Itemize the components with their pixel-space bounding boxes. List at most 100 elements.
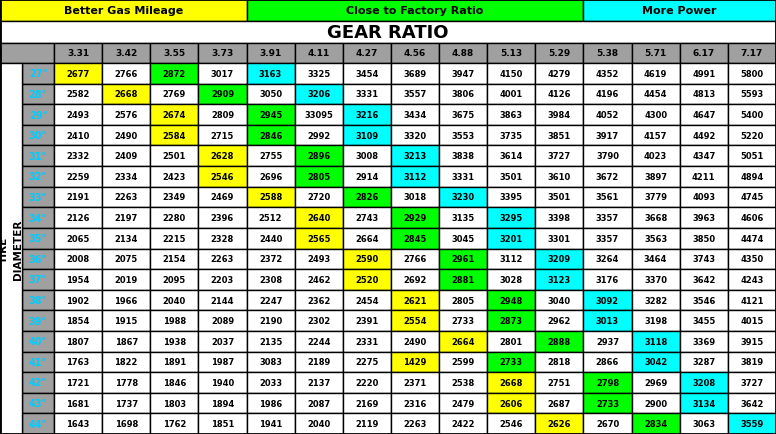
Bar	[151, 249, 199, 270]
Text: 3642: 3642	[692, 275, 715, 284]
Text: 2371: 2371	[404, 378, 427, 387]
Bar	[102, 228, 151, 249]
Text: 2259: 2259	[67, 172, 90, 181]
Bar	[728, 208, 776, 228]
Bar	[487, 270, 535, 290]
Bar	[487, 64, 535, 85]
Bar	[54, 249, 102, 270]
Text: 3201: 3201	[500, 234, 523, 243]
Bar	[22, 208, 54, 228]
Bar	[632, 270, 680, 290]
Text: 1854: 1854	[67, 316, 90, 326]
Bar	[343, 311, 391, 331]
Bar	[728, 187, 776, 208]
Text: 2190: 2190	[259, 316, 282, 326]
Text: 2203: 2203	[211, 275, 234, 284]
Text: 2733: 2733	[596, 399, 619, 408]
Text: 3213: 3213	[404, 152, 427, 161]
Bar	[199, 290, 247, 311]
Text: 3028: 3028	[500, 275, 523, 284]
Text: 2872: 2872	[163, 69, 186, 79]
Bar	[247, 352, 295, 372]
Bar	[102, 249, 151, 270]
Text: 4015: 4015	[740, 316, 764, 326]
Bar	[0, 22, 776, 44]
Bar	[247, 125, 295, 146]
Text: 5.38: 5.38	[597, 49, 618, 58]
Bar	[487, 85, 535, 105]
Bar	[295, 187, 343, 208]
Bar	[728, 105, 776, 125]
Bar	[439, 311, 487, 331]
Text: 3947: 3947	[452, 69, 475, 79]
Text: 2154: 2154	[163, 255, 186, 264]
Text: 5593: 5593	[740, 90, 764, 99]
Bar	[151, 64, 199, 85]
Bar	[199, 64, 247, 85]
Bar	[535, 311, 584, 331]
Bar	[535, 331, 584, 352]
Text: 37": 37"	[29, 275, 47, 285]
Bar	[54, 228, 102, 249]
Bar	[584, 85, 632, 105]
Text: 42": 42"	[29, 378, 47, 388]
Bar	[391, 208, 439, 228]
Bar	[487, 331, 535, 352]
Bar	[343, 44, 391, 64]
Text: 3395: 3395	[500, 193, 523, 202]
Text: 1803: 1803	[163, 399, 186, 408]
Text: 2664: 2664	[355, 234, 379, 243]
Bar	[102, 167, 151, 187]
Text: 3557: 3557	[404, 90, 427, 99]
Text: 3735: 3735	[500, 132, 523, 140]
Bar	[487, 290, 535, 311]
Text: 2590: 2590	[355, 255, 379, 264]
Text: 1763: 1763	[67, 358, 90, 367]
Text: 3553: 3553	[452, 132, 475, 140]
Bar	[151, 208, 199, 228]
Bar	[22, 311, 54, 331]
Bar	[439, 414, 487, 434]
Bar	[584, 372, 632, 393]
Bar	[391, 270, 439, 290]
Bar	[102, 125, 151, 146]
Bar	[295, 125, 343, 146]
Bar	[487, 125, 535, 146]
Text: 3176: 3176	[596, 275, 619, 284]
Text: 7.17: 7.17	[741, 49, 763, 58]
Text: 2576: 2576	[115, 111, 138, 120]
Text: 4350: 4350	[740, 255, 764, 264]
Text: 3454: 3454	[355, 69, 379, 79]
Bar	[391, 167, 439, 187]
Bar	[584, 146, 632, 167]
Bar	[102, 64, 151, 85]
Bar	[439, 64, 487, 85]
Text: 3.73: 3.73	[211, 49, 234, 58]
Bar	[295, 64, 343, 85]
Bar	[247, 414, 295, 434]
Text: 3134: 3134	[692, 399, 715, 408]
Text: 3434: 3434	[404, 111, 427, 120]
Text: 2396: 2396	[211, 214, 234, 223]
Text: 4126: 4126	[548, 90, 571, 99]
Bar	[487, 249, 535, 270]
Text: 2308: 2308	[259, 275, 282, 284]
Text: 2119: 2119	[355, 419, 379, 428]
Bar	[199, 167, 247, 187]
Text: 4211: 4211	[692, 172, 715, 181]
Text: 2189: 2189	[307, 358, 331, 367]
Bar	[102, 393, 151, 414]
Bar	[247, 393, 295, 414]
Bar	[22, 85, 54, 105]
Bar	[22, 352, 54, 372]
Bar	[151, 146, 199, 167]
Bar	[22, 228, 54, 249]
Text: 2674: 2674	[163, 111, 186, 120]
Bar	[487, 393, 535, 414]
Text: 3851: 3851	[548, 132, 571, 140]
Bar	[439, 146, 487, 167]
Text: 2900: 2900	[644, 399, 667, 408]
Text: 3287: 3287	[692, 358, 715, 367]
Text: 2065: 2065	[67, 234, 90, 243]
Bar	[535, 64, 584, 85]
